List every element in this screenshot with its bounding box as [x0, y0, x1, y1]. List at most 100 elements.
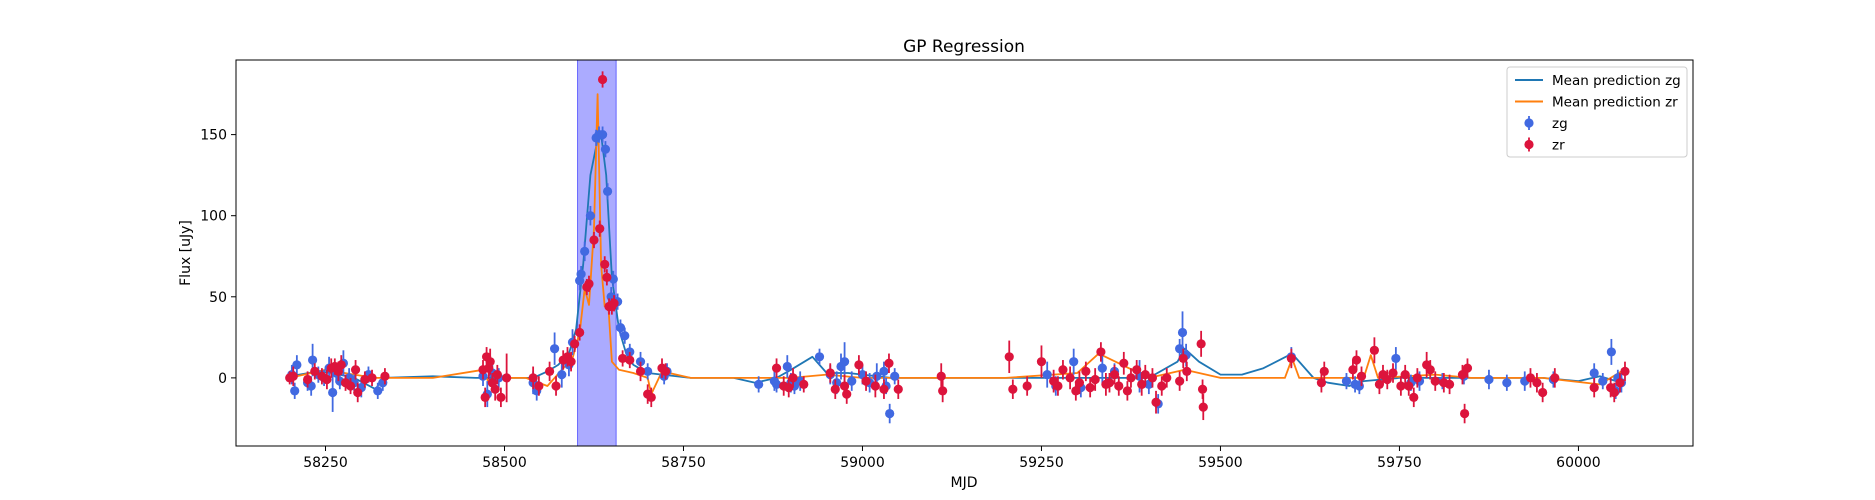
data-point-zr — [1151, 390, 1161, 414]
data-point-zr — [492, 364, 502, 385]
point-marker — [1609, 387, 1619, 398]
data-point-zr — [1369, 337, 1379, 364]
point-marker — [1157, 381, 1167, 391]
point-marker — [1425, 365, 1435, 375]
point-marker — [1615, 378, 1625, 388]
legend-label: zr — [1552, 138, 1565, 154]
x-axis-label: MJD — [951, 475, 978, 491]
data-point-zg — [576, 265, 586, 283]
data-point-zr — [1140, 364, 1150, 385]
data-point-zg — [1177, 311, 1188, 354]
data-point-zg — [1042, 361, 1052, 388]
point-marker — [1351, 355, 1362, 365]
point-marker — [1071, 386, 1081, 396]
point-marker — [380, 371, 390, 381]
data-point-zr — [528, 366, 538, 390]
point-marker — [839, 357, 850, 367]
data-point-zr — [618, 350, 628, 367]
data-point-zr — [496, 387, 506, 408]
point-marker — [1198, 402, 1208, 412]
data-point-zg — [597, 126, 608, 143]
point-marker — [1412, 373, 1422, 383]
data-point-zr — [485, 348, 495, 375]
data-point-zr — [1090, 368, 1100, 391]
data-point-zr — [788, 368, 798, 388]
point-marker — [480, 392, 490, 402]
data-point-zg — [600, 141, 611, 158]
data-point-zg — [1341, 373, 1352, 390]
series-line-zg — [289, 133, 1622, 391]
point-marker — [879, 384, 889, 394]
data-point-zg — [814, 348, 825, 365]
point-marker — [492, 370, 502, 380]
data-point-zr — [938, 379, 948, 403]
point-marker — [360, 374, 370, 385]
point-marker — [1348, 365, 1358, 375]
point-marker — [595, 224, 605, 234]
data-point-zg — [615, 319, 626, 336]
point-marker — [625, 355, 635, 365]
data-point-zr — [1525, 368, 1536, 388]
legend-item: zg — [1524, 116, 1568, 132]
data-point-zr — [625, 351, 635, 369]
data-point-zr — [302, 371, 313, 388]
point-marker — [496, 392, 506, 402]
data-point-zg — [643, 363, 653, 380]
data-point-zg — [1598, 373, 1608, 390]
data-point-zr — [1550, 368, 1560, 388]
data-point-zr — [551, 376, 561, 396]
point-marker — [1430, 376, 1440, 386]
x-tick-label: 59500 — [1198, 455, 1243, 471]
point-marker — [771, 379, 782, 389]
point-marker — [490, 384, 500, 394]
point-marker — [1532, 378, 1542, 388]
point-marker — [825, 368, 835, 378]
data-point-zr — [1058, 360, 1068, 380]
data-point-zg — [290, 382, 300, 399]
point-marker — [534, 381, 544, 391]
data-point-zr — [842, 384, 852, 404]
point-marker — [646, 392, 656, 402]
data-point-zr — [1178, 348, 1188, 369]
point-marker — [1097, 363, 1107, 373]
point-marker — [936, 371, 946, 381]
data-point-zr — [345, 377, 356, 395]
data-point-zg — [292, 355, 302, 375]
point-marker — [884, 358, 894, 368]
data-point-zr — [1132, 360, 1142, 380]
point-marker — [1036, 357, 1047, 367]
point-marker — [771, 363, 782, 373]
point-marker — [1589, 368, 1599, 378]
point-marker — [861, 376, 871, 386]
data-point-zr — [830, 379, 840, 399]
point-marker — [799, 379, 809, 389]
data-points-layer — [285, 71, 1630, 424]
point-marker — [589, 235, 599, 245]
point-marker — [1404, 381, 1414, 391]
plot-frame — [235, 59, 1694, 447]
data-point-zr — [597, 71, 608, 88]
data-point-zr — [1457, 364, 1468, 385]
data-point-zr — [570, 335, 580, 352]
point-marker — [1058, 365, 1068, 375]
point-marker — [1137, 379, 1147, 389]
point-marker — [600, 259, 610, 269]
data-point-zr — [1412, 368, 1422, 388]
point-marker — [544, 366, 555, 376]
point-marker — [350, 365, 361, 375]
point-marker — [557, 370, 567, 380]
data-point-zr — [1460, 403, 1470, 424]
data-point-zr — [635, 361, 646, 382]
point-marker — [1550, 373, 1560, 383]
point-marker — [288, 371, 298, 381]
data-point-zr — [1081, 361, 1091, 382]
point-marker — [1460, 408, 1470, 419]
data-point-zr — [1356, 366, 1367, 386]
data-point-zg — [550, 332, 560, 365]
data-point-zr — [784, 377, 794, 398]
data-point-zr — [1126, 368, 1136, 388]
data-point-zr — [1532, 373, 1542, 393]
data-point-zr — [336, 355, 346, 375]
point-marker — [1008, 384, 1018, 394]
point-marker — [602, 272, 612, 282]
